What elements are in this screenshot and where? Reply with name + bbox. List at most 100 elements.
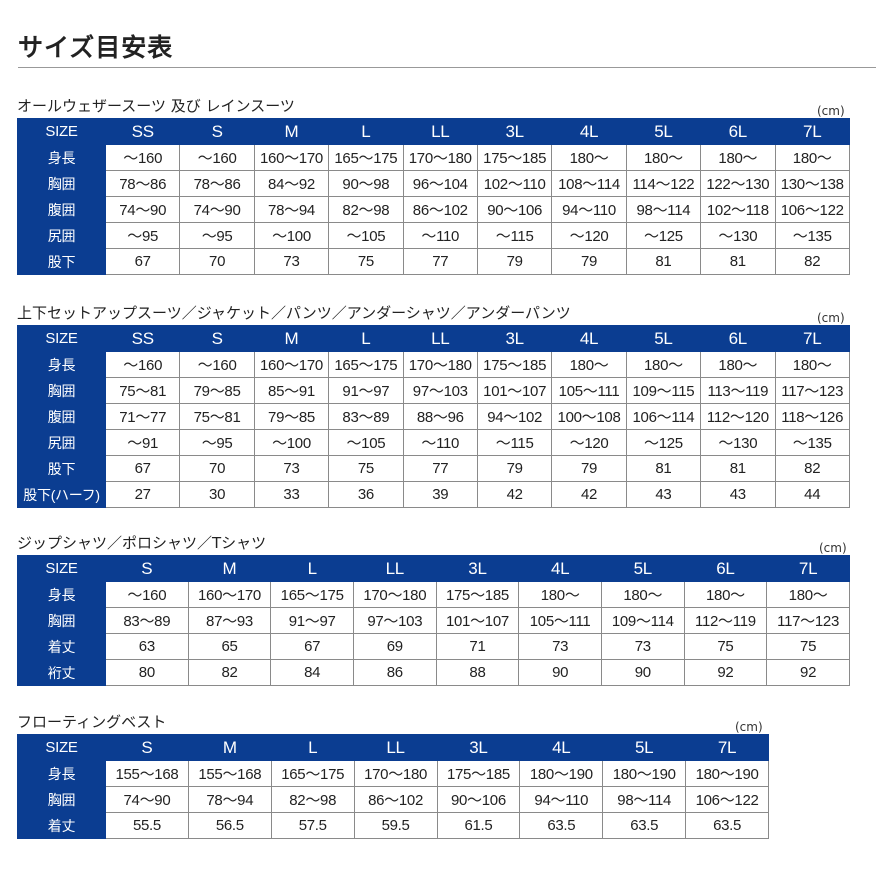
row-label: 身長 <box>17 581 106 608</box>
row-label: 尻囲 <box>17 222 106 249</box>
row-label: 裄丈 <box>17 659 106 686</box>
table-cell: 73 <box>600 633 685 660</box>
table-cell: 75 <box>683 633 768 660</box>
table-cell: 165～175 <box>270 760 355 787</box>
title-divider <box>18 67 876 68</box>
table-row: 腹囲 74～90 74～90 78～94 82～98 86～102 90～106 94～110… <box>17 196 850 223</box>
table-cell: 180～ <box>774 351 850 378</box>
table-row: 身長 ～160 160～170 165～175 170～180 175～185 180～ 18… <box>17 581 850 608</box>
table-cell: 74～90 <box>179 196 255 223</box>
table-cell: 114～122 <box>625 170 702 197</box>
size-column-header: 7L <box>766 555 850 582</box>
table-cell: 88～96 <box>402 403 478 430</box>
table-cell: 165～175 <box>328 351 404 378</box>
size-column-header: SS <box>104 118 181 145</box>
row-label: 胸囲 <box>17 607 106 634</box>
table-cell: 112～119 <box>683 607 768 634</box>
table-cell: 102～110 <box>476 170 553 197</box>
table-cell: 180～ <box>551 351 627 378</box>
header-row: SIZE SS S M L LL 3L 4L 5L 6L 7L <box>17 118 850 145</box>
table-cell: 180～ <box>625 351 702 378</box>
table-cell: ～95 <box>179 429 255 456</box>
table-cell: 30 <box>179 481 255 508</box>
size-column-header: M <box>187 555 272 582</box>
table-cell: 75～81 <box>104 377 181 404</box>
table-cell: 91～97 <box>270 607 354 634</box>
size-column-header: 3L <box>476 325 553 352</box>
size-column-header: M <box>187 734 272 761</box>
table-row: 尻囲 ～91 ～95 ～100 ～105 ～110 ～115 ～120 ～125 ～130 ～135 <box>17 429 850 456</box>
size-header: SIZE <box>17 555 106 582</box>
table-cell: 170～180 <box>352 581 437 608</box>
table-cell: 86～102 <box>353 786 438 813</box>
table-cell: 155～168 <box>187 760 272 787</box>
table-cell: ～160 <box>105 581 189 608</box>
table-cell: 74～90 <box>105 786 189 813</box>
table-cell: ～91 <box>104 429 181 456</box>
table-cell: 69 <box>352 633 437 660</box>
table-cell: 175～185 <box>436 760 521 787</box>
table-cell: 180～ <box>600 581 685 608</box>
table-cell: 102～118 <box>700 196 776 223</box>
size-header: SIZE <box>17 325 106 352</box>
header-row: SIZE S M L LL 3L 4L 5L 7L <box>17 734 769 761</box>
table-cell: ～125 <box>625 222 702 249</box>
table-cell: 98～114 <box>602 786 687 813</box>
table-cell: 71～77 <box>104 403 181 430</box>
table-cell: ～125 <box>625 429 702 456</box>
section-floating-vest: フローティングベスト (cm) SIZE S M L LL 3L 4L 5L 7L 身長 155～168… <box>17 711 769 839</box>
size-column-header: S <box>179 325 255 352</box>
table-cell: 180～ <box>551 144 627 171</box>
row-label: 股下 <box>17 248 106 275</box>
table-cell: 82 <box>774 248 850 275</box>
table-row: 胸囲 78～86 78～86 84～92 90～98 96～104 102～110 108～1… <box>17 170 850 197</box>
table-cell: 70 <box>179 248 255 275</box>
size-column-header: L <box>270 555 354 582</box>
table-cell: 63.5 <box>602 812 687 839</box>
size-column-header: SS <box>104 325 181 352</box>
size-header: SIZE <box>17 734 106 761</box>
unit-label: (cm) <box>819 541 847 555</box>
size-column-header: 4L <box>551 118 627 145</box>
table-cell: 63 <box>105 633 189 660</box>
table-cell: 117～123 <box>766 607 850 634</box>
table-cell: 63.5 <box>519 812 604 839</box>
table-cell: 42 <box>476 481 553 508</box>
table-cell: ～110 <box>402 429 478 456</box>
size-column-header: L <box>328 118 404 145</box>
table-cell: 165～175 <box>270 581 354 608</box>
table-cell: 100～108 <box>551 403 627 430</box>
table-cell: 180～190 <box>602 760 687 787</box>
row-label: 股下(ハーフ) <box>17 481 106 508</box>
table-cell: 84～92 <box>253 170 330 197</box>
unit-label: (cm) <box>817 104 845 118</box>
table-cell: 43 <box>625 481 702 508</box>
table-cell: 81 <box>625 248 702 275</box>
table-cell: 92 <box>683 659 768 686</box>
table-cell: 90 <box>518 659 602 686</box>
size-column-header: LL <box>402 118 478 145</box>
row-label: 腹囲 <box>17 403 106 430</box>
header-row: SIZE S M L LL 3L 4L 5L 6L 7L <box>17 555 850 582</box>
table-cell: 42 <box>551 481 627 508</box>
table-cell: 90～106 <box>436 786 521 813</box>
size-column-header: 6L <box>700 118 776 145</box>
table-cell: 91～97 <box>328 377 404 404</box>
size-column-header: 4L <box>551 325 627 352</box>
table-cell: 122～130 <box>700 170 776 197</box>
table-cell: 78～94 <box>253 196 330 223</box>
table-cell: 105～111 <box>551 377 627 404</box>
table-cell: 180～ <box>700 351 776 378</box>
table-cell: 92 <box>766 659 850 686</box>
size-column-header: 3L <box>435 555 520 582</box>
table-cell: 67 <box>104 248 181 275</box>
size-column-header: 5L <box>625 118 702 145</box>
table-cell: 83～89 <box>328 403 404 430</box>
row-label: 身長 <box>17 760 106 787</box>
table-cell: 85～91 <box>253 377 330 404</box>
table-cell: 27 <box>104 481 181 508</box>
table-cell: 81 <box>700 455 776 482</box>
table-cell: 78～94 <box>187 786 272 813</box>
table-cell: ～130 <box>700 222 776 249</box>
section-title: オールウェザースーツ 及び レインスーツ <box>17 97 295 115</box>
